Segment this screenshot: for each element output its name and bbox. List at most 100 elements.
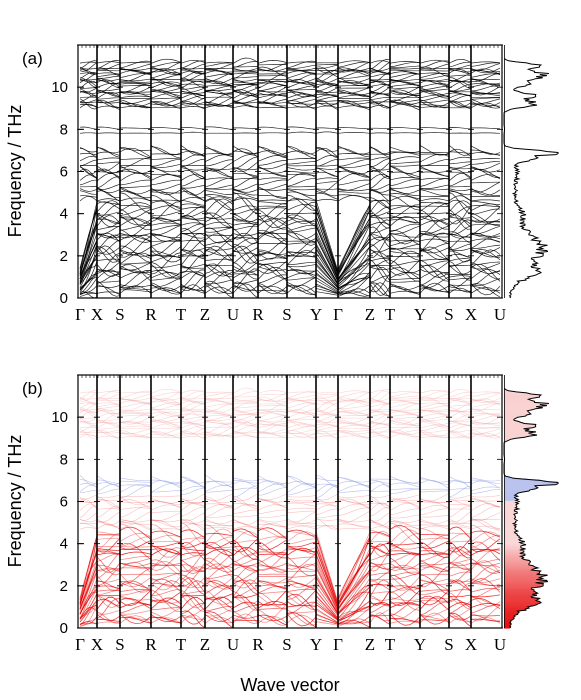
- dos-fill-slice: [504, 579, 547, 582]
- dos-fill-slice: [504, 485, 536, 488]
- x-tick-label: R: [145, 635, 157, 654]
- panel-b-bands: [79, 387, 501, 629]
- x-tick-label: X: [465, 305, 477, 324]
- x-tick-label: S: [115, 635, 124, 654]
- dos-fill-slice: [504, 565, 535, 568]
- panel-a-y-axis: 0 2 4 6 8 10: [51, 45, 499, 307]
- dos-fill-slice: [504, 617, 515, 620]
- dos-fill-slice: [504, 415, 526, 417]
- dos-fill-slice: [504, 562, 529, 565]
- dos-fill-slice: [504, 436, 525, 438]
- x-tick-label: T: [385, 635, 396, 654]
- dos-fill-slice: [504, 489, 529, 492]
- dos-fill-slice: [504, 512, 518, 514]
- dos-fill-slice: [504, 531, 515, 533]
- x-tick-label: Γ: [333, 635, 343, 654]
- dos-fill-slice: [504, 609, 527, 611]
- dos-fill-slice: [504, 622, 512, 625]
- dos-fill-slice: [504, 620, 511, 623]
- dos-fill-slice: [504, 626, 510, 629]
- dos-fill-slice: [504, 571, 540, 573]
- x-tick-label: S: [282, 635, 291, 654]
- x-tick-label: T: [176, 635, 187, 654]
- x-tick-label: R: [252, 305, 264, 324]
- dos-fill-slice: [504, 410, 529, 413]
- dos-fill-slice: [504, 417, 516, 419]
- dos-fill-slice: [504, 583, 544, 586]
- dos-fill-slice: [504, 390, 517, 393]
- dos-fill-slice: [504, 538, 519, 541]
- dos-fill-slice: [504, 612, 518, 614]
- dos-fill-slice: [504, 391, 527, 394]
- x-tick-label: Z: [365, 635, 375, 654]
- dos-fill-slice: [504, 544, 522, 547]
- band-curve: [79, 263, 501, 289]
- panel-b-dos-curve: [503, 388, 559, 629]
- y-tick-label: 6: [60, 164, 68, 181]
- dos-fill-slice: [504, 563, 529, 566]
- dos-fill-slice: [504, 414, 527, 416]
- panel-a-dos-curve: [503, 58, 559, 299]
- dos-fill-slice: [504, 477, 514, 479]
- dos-fill-slice: [504, 599, 536, 602]
- y-tick-label: 10: [51, 79, 68, 96]
- x-tick-label: R: [252, 635, 264, 654]
- dos-fill-slice: [504, 419, 515, 421]
- dos-fill-slice: [504, 551, 524, 553]
- dos-fill-slice: [504, 545, 521, 548]
- y-tick-label: 2: [60, 578, 68, 595]
- dos-fill-slice: [504, 514, 515, 516]
- dos-fill-slice: [504, 522, 514, 525]
- y-tick-label: 8: [60, 451, 68, 468]
- dos-fill-slice: [504, 524, 515, 527]
- dos-fill-slice: [504, 510, 518, 513]
- dos-fill-slice: [504, 573, 537, 575]
- dos-fill-slice: [504, 580, 548, 583]
- dos-fill-slice: [504, 501, 516, 504]
- dos-fill-slice: [504, 566, 538, 569]
- dos-fill-slice: [504, 543, 526, 546]
- dos-fill-slice: [504, 598, 538, 601]
- panel-b-dos-fill: [504, 388, 558, 629]
- band-curve: [79, 161, 501, 173]
- dos-fill-slice: [504, 421, 521, 424]
- dos-fill-slice: [504, 427, 524, 430]
- band-curve: [79, 282, 501, 298]
- dos-fill-slice: [504, 479, 541, 482]
- dos-fill-slice: [504, 624, 510, 627]
- dos-fill-slice: [504, 497, 516, 499]
- x-tick-label: X: [91, 635, 103, 654]
- dos-fill-slice: [504, 412, 531, 415]
- dos-fill-slice: [504, 542, 523, 545]
- dos-fill-slice: [504, 404, 547, 407]
- x-tick-label: U: [227, 305, 239, 324]
- band-curve: [79, 574, 501, 616]
- dos-fill-slice: [504, 540, 525, 543]
- dos-fill-slice: [504, 548, 520, 551]
- dos-fill-slice: [504, 396, 540, 398]
- dos-fill-slice: [504, 505, 517, 508]
- panel-b-high-symmetry-lines: [77, 374, 503, 629]
- x-tick-label: R: [145, 305, 157, 324]
- dos-fill-slice: [504, 594, 537, 596]
- dos-fill-slice: [504, 601, 542, 604]
- dos-fill-slice: [504, 403, 540, 406]
- band-curve: [79, 389, 501, 400]
- panel-a-label: (a): [22, 49, 43, 68]
- dos-fill-slice: [504, 600, 540, 603]
- dos-fill-slice: [504, 405, 537, 408]
- dos-fill-slice: [504, 492, 518, 494]
- dos-fill-slice: [504, 393, 541, 396]
- band-curve: [79, 204, 501, 276]
- dos-fill-slice: [504, 508, 515, 511]
- dos-fill-slice: [504, 509, 515, 512]
- band-curve: [79, 57, 501, 65]
- dos-fill-slice: [504, 610, 518, 612]
- dos-fill-slice: [504, 437, 517, 439]
- dos-fill-slice: [504, 606, 530, 609]
- dos-fill-slice: [504, 588, 535, 591]
- y-tick-label: 4: [60, 206, 68, 223]
- dos-fill-slice: [504, 611, 520, 613]
- dos-fill-slice: [504, 582, 544, 585]
- band-curve: [80, 181, 501, 193]
